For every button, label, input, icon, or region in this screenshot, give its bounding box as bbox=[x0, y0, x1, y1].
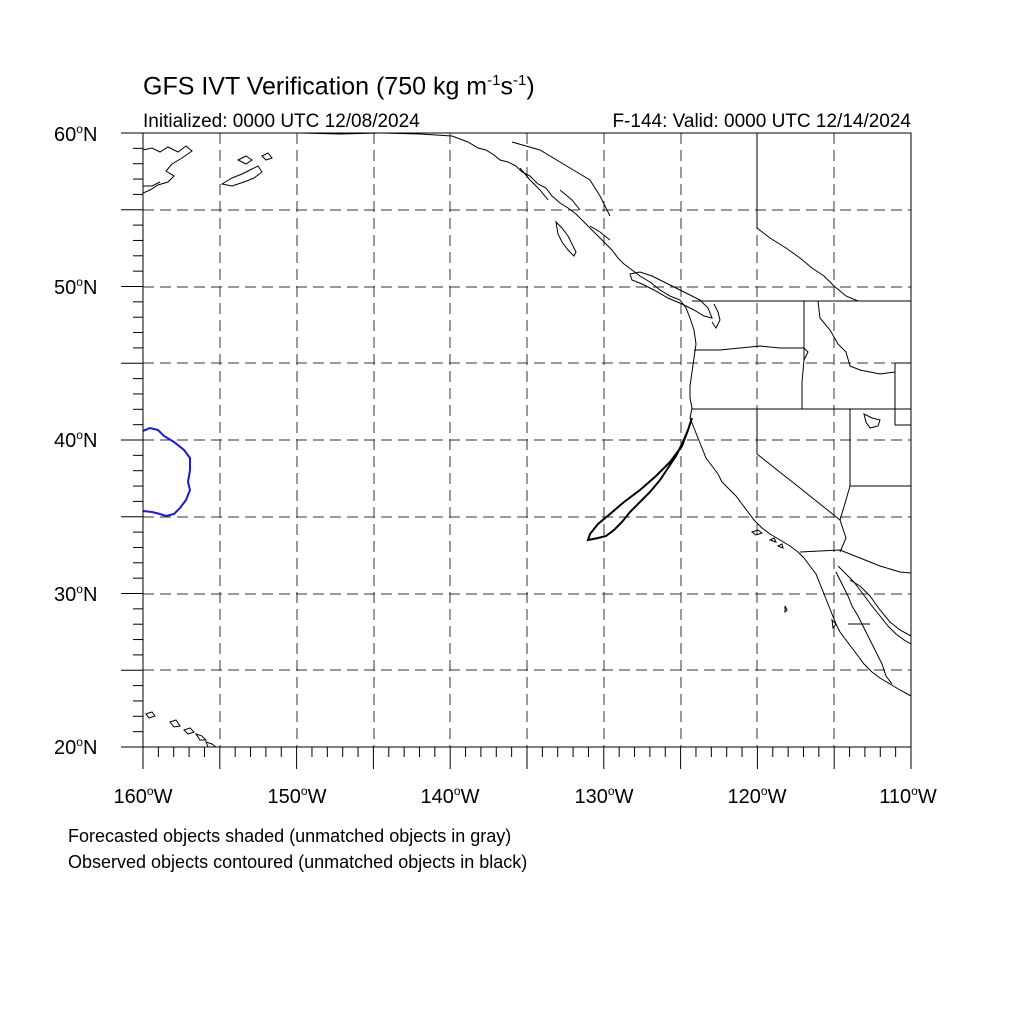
chart-title: GFS IVT Verification (750 kg m-1s-1) bbox=[143, 72, 535, 101]
lon-tick-label: 160oW bbox=[113, 784, 173, 808]
lat-tick-label: 60oN bbox=[54, 122, 98, 146]
lon-tick-label: 140oW bbox=[420, 784, 480, 808]
legend-note-forecast: Forecasted objects shaded (unmatched obj… bbox=[68, 826, 512, 846]
kodiak-island bbox=[220, 165, 263, 187]
bc-alberta-border bbox=[756, 227, 859, 302]
initialized-time: Initialized: 0000 UTC 12/08/2024 bbox=[143, 111, 420, 132]
great-salt-lake bbox=[863, 413, 881, 429]
plot-frame bbox=[142, 132, 912, 748]
lat-tick-label: 20oN bbox=[54, 735, 98, 759]
axis-ticks bbox=[121, 132, 912, 769]
lon-tick-label: 130oW bbox=[574, 784, 634, 808]
nevada-utah-border bbox=[849, 409, 911, 487]
vancouver-island bbox=[629, 271, 713, 319]
lat-tick-label: 40oN bbox=[54, 428, 98, 452]
observed-unmatched-object bbox=[586, 417, 693, 542]
channel-islands bbox=[750, 529, 784, 549]
us-mexico-border bbox=[799, 549, 911, 574]
baja-peninsula bbox=[835, 571, 893, 685]
idaho-border bbox=[801, 301, 805, 409]
lat-lon-gridlines bbox=[143, 133, 911, 747]
alaska-coastline bbox=[143, 181, 161, 187]
alaska-canada-border bbox=[511, 141, 611, 217]
bc-coastline-detail bbox=[519, 167, 611, 241]
hawaii-islands bbox=[145, 711, 217, 747]
washington-oregon-border bbox=[694, 345, 809, 361]
cedros-island bbox=[831, 618, 837, 630]
haida-gwaii bbox=[555, 220, 577, 257]
gulf-of-california bbox=[837, 565, 911, 645]
north-america-coastline bbox=[299, 133, 911, 697]
wyoming-border bbox=[894, 362, 911, 426]
valid-time: F-144: Valid: 0000 UTC 12/14/2024 bbox=[612, 111, 911, 132]
idaho-montana-border bbox=[817, 300, 896, 375]
observed-matched-object bbox=[143, 426, 192, 518]
california-nevada-border bbox=[756, 409, 851, 521]
guadalupe-island bbox=[784, 605, 788, 614]
lat-tick-label: 50oN bbox=[54, 275, 98, 299]
mexico-mainland-coast bbox=[849, 579, 911, 637]
alaska-islands bbox=[236, 152, 273, 165]
alaska-coastline bbox=[143, 145, 193, 194]
legend-note-observed: Observed objects contoured (unmatched ob… bbox=[68, 852, 528, 872]
lon-tick-label: 150oW bbox=[267, 784, 327, 808]
arizona-border bbox=[839, 519, 847, 553]
lon-tick-label: 120oW bbox=[727, 784, 787, 808]
puget-sound bbox=[711, 303, 721, 329]
lat-tick-label: 30oN bbox=[54, 582, 98, 606]
lon-tick-label: 110oW bbox=[879, 784, 937, 808]
